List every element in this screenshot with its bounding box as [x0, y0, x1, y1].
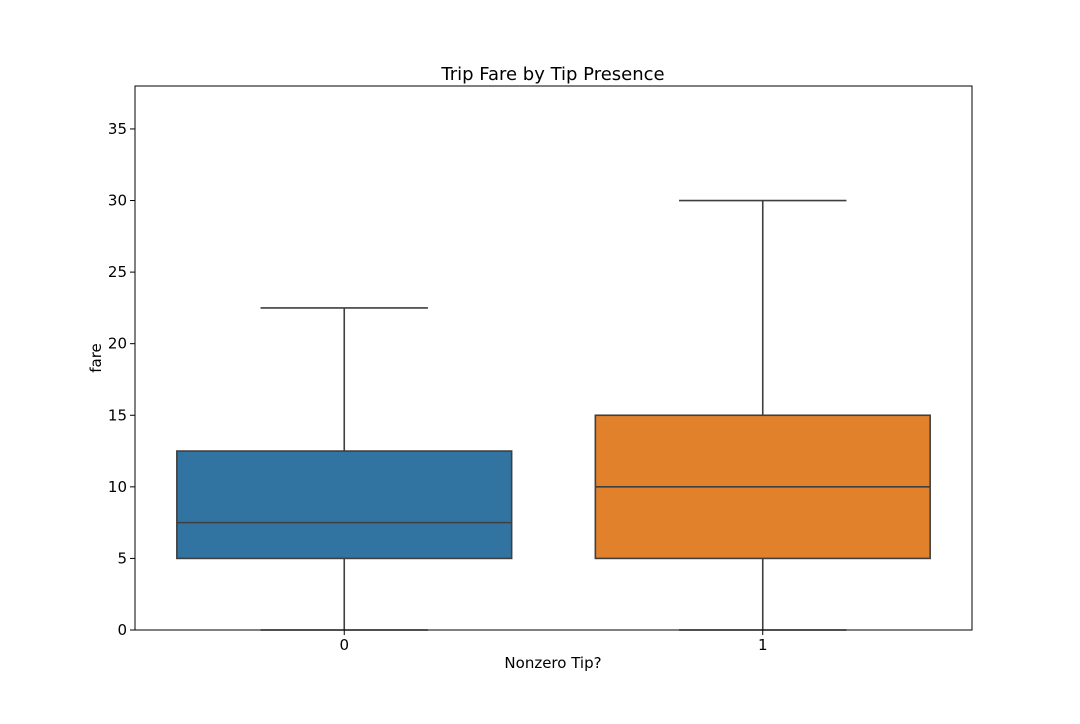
y-tick-label: 10 [108, 478, 127, 496]
y-tick-label: 15 [108, 406, 127, 424]
y-tick-label: 25 [108, 263, 127, 281]
y-tick-label: 0 [117, 621, 127, 639]
chart-title: Trip Fare by Tip Presence [440, 64, 664, 85]
x-axis-label: Nonzero Tip? [504, 654, 601, 672]
axes-frame [134, 85, 973, 631]
x-tick-label: 0 [339, 636, 349, 654]
y-tick-label: 20 [108, 335, 127, 353]
y-axis-label: fare [87, 343, 105, 373]
y-tick-label: 5 [117, 549, 127, 567]
y-tick-label: 35 [108, 120, 127, 138]
box-0 [176, 450, 513, 560]
y-tick-label: 30 [108, 192, 127, 210]
plot-area: 0 5 10 15 20 25 30 35 0 1 [108, 85, 973, 654]
x-tick-label: 1 [758, 636, 768, 654]
